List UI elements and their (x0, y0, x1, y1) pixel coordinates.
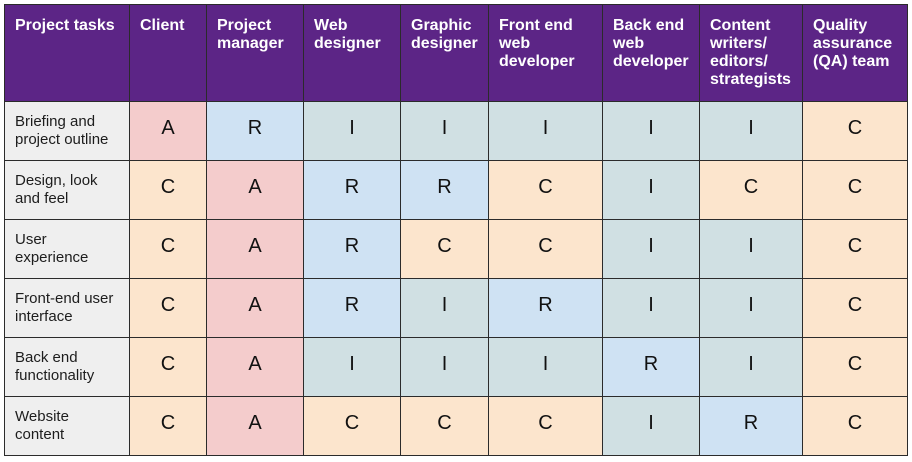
raci-cell: C (802, 396, 908, 456)
task-name: Website content (4, 396, 130, 456)
raci-cell: I (488, 337, 603, 397)
matrix-body: Briefing and project outline A R I I I I I C Desi… (4, 101, 908, 456)
header-graphic-designer: Graphic designer (400, 4, 489, 102)
raci-cell: I (699, 337, 803, 397)
raci-cell: R (400, 160, 489, 220)
raci-cell: C (129, 160, 207, 220)
raci-cell: C (400, 396, 489, 456)
raci-cell: I (602, 160, 700, 220)
raci-cell: I (699, 219, 803, 279)
raci-cell: A (206, 278, 304, 338)
raci-cell: R (488, 278, 603, 338)
raci-cell: A (206, 219, 304, 279)
raci-cell: A (206, 160, 304, 220)
raci-cell: C (802, 278, 908, 338)
header-project-tasks: Project tasks (4, 4, 130, 102)
table-row: Design, look and feel C A R R C I C C (4, 160, 908, 220)
raci-cell: R (303, 278, 401, 338)
raci-cell: C (129, 278, 207, 338)
raci-cell: C (400, 219, 489, 279)
raci-cell: A (206, 337, 304, 397)
header-project-manager: Project manager (206, 4, 304, 102)
table-row: User experience C A R C C I I C (4, 219, 908, 279)
raci-cell: I (303, 101, 401, 161)
header-back-end-web-developer: Back end web developer (602, 4, 700, 102)
raci-cell: R (602, 337, 700, 397)
header-front-end-web-developer: Front end web developer (488, 4, 603, 102)
raci-cell: R (303, 219, 401, 279)
raci-cell: C (699, 160, 803, 220)
raci-cell: C (303, 396, 401, 456)
raci-cell: C (802, 219, 908, 279)
raci-cell: C (488, 160, 603, 220)
raci-cell: I (602, 219, 700, 279)
task-name: Front-end user interface (4, 278, 130, 338)
raci-cell: C (488, 396, 603, 456)
raci-cell: I (602, 396, 700, 456)
raci-cell: R (699, 396, 803, 456)
raci-cell: A (206, 396, 304, 456)
raci-cell: C (129, 219, 207, 279)
raci-matrix-table: Project tasks Client Project manager Web… (4, 4, 908, 456)
raci-cell: A (129, 101, 207, 161)
raci-cell: I (400, 278, 489, 338)
header-web-designer: Web designer (303, 4, 401, 102)
header-row: Project tasks Client Project manager Web… (4, 4, 908, 102)
raci-cell: C (802, 160, 908, 220)
raci-cell: I (400, 337, 489, 397)
raci-cell: R (303, 160, 401, 220)
raci-cell: C (488, 219, 603, 279)
task-name: Briefing and project outline (4, 101, 130, 161)
table-row: Back end functionality C A I I I R I C (4, 337, 908, 397)
raci-cell: C (129, 337, 207, 397)
raci-cell: I (602, 101, 700, 161)
header-qa-team: Quality assurance (QA) team (802, 4, 908, 102)
raci-cell: C (802, 101, 908, 161)
raci-cell: C (802, 337, 908, 397)
header-content-writers: Content writers/ editors/ strategists (699, 4, 803, 102)
raci-cell: R (206, 101, 304, 161)
table-row: Briefing and project outline A R I I I I I C (4, 101, 908, 161)
raci-cell: I (303, 337, 401, 397)
raci-cell: I (699, 278, 803, 338)
raci-cell: I (699, 101, 803, 161)
header-client: Client (129, 4, 207, 102)
raci-cell: I (488, 101, 603, 161)
raci-cell: I (400, 101, 489, 161)
table-row: Front-end user interface C A R I R I I C (4, 278, 908, 338)
raci-cell: C (129, 396, 207, 456)
task-name: Back end functionality (4, 337, 130, 397)
table-row: Website content C A C C C I R C (4, 396, 908, 456)
raci-cell: I (602, 278, 700, 338)
task-name: Design, look and feel (4, 160, 130, 220)
task-name: User experience (4, 219, 130, 279)
